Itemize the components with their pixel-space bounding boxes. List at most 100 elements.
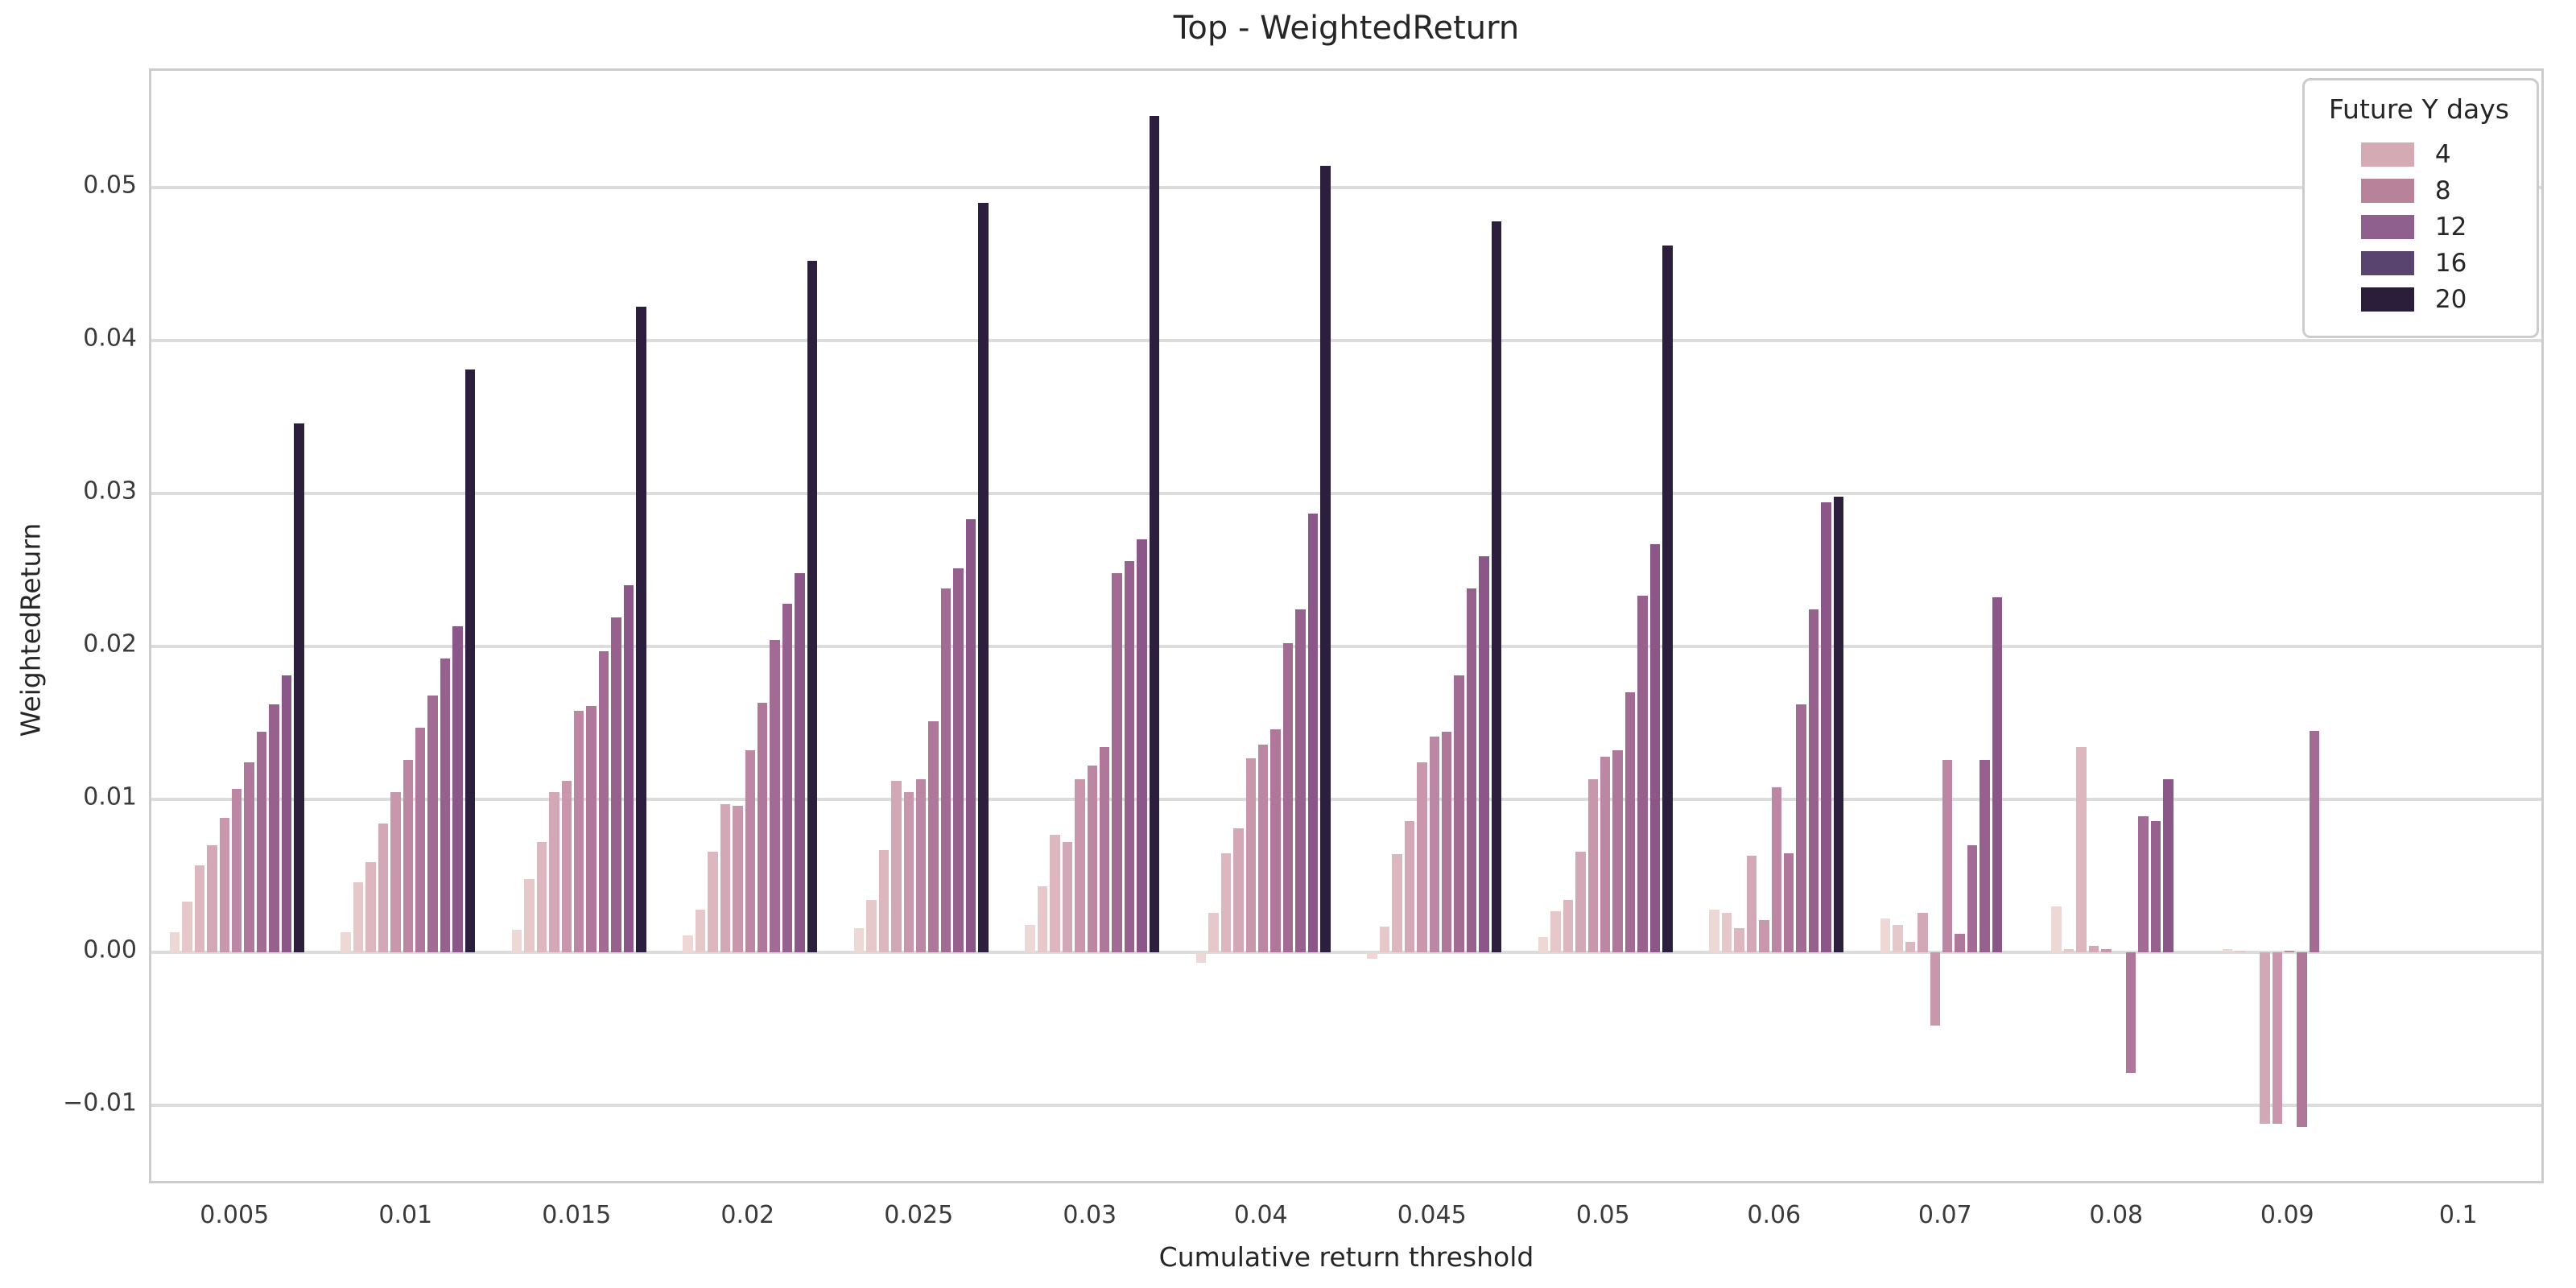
bar — [1550, 910, 1561, 952]
y-tick-label: 0.05 — [83, 171, 137, 200]
bar — [978, 203, 989, 952]
bar — [1637, 596, 1648, 952]
bar — [1759, 920, 1769, 952]
bar — [1967, 845, 1978, 952]
bar — [1258, 744, 1269, 952]
bar — [536, 842, 547, 952]
legend-swatch — [2360, 251, 2414, 275]
bar — [720, 803, 731, 952]
x-tick-label: 0.03 — [1063, 1201, 1117, 1229]
bar — [1833, 496, 1844, 952]
x-tick-label: 0.07 — [1918, 1201, 1972, 1229]
bar — [1099, 747, 1110, 952]
x-tick-label: 0.05 — [1575, 1201, 1630, 1229]
bar — [574, 710, 584, 952]
legend-item-label: 16 — [2434, 249, 2467, 278]
bar — [390, 791, 401, 952]
bar — [1195, 952, 1207, 964]
bar — [341, 932, 351, 952]
bar — [464, 369, 476, 952]
y-tick-label: 0.04 — [83, 324, 137, 353]
bar — [1295, 609, 1306, 952]
gridline — [151, 951, 2541, 954]
bar — [194, 865, 205, 952]
bar — [402, 759, 413, 952]
bar — [1734, 927, 1744, 952]
bar — [1454, 675, 1464, 952]
bar — [1124, 560, 1135, 952]
bar — [2309, 730, 2320, 952]
bar — [853, 927, 865, 952]
bar — [1037, 886, 1048, 952]
bar — [1808, 609, 1819, 952]
y-tick-label: 0.02 — [83, 630, 137, 658]
bar — [1208, 912, 1219, 952]
x-tick-label: 0.08 — [2089, 1201, 2144, 1229]
bar — [770, 640, 780, 952]
x-tick-label: 0.09 — [2260, 1201, 2314, 1229]
bar — [1379, 926, 1390, 952]
x-tick-label: 0.1 — [2438, 1201, 2478, 1229]
bar — [1404, 820, 1415, 952]
bar — [807, 261, 818, 952]
bar — [1624, 692, 1636, 952]
bar — [1563, 900, 1574, 952]
legend-swatch — [2360, 142, 2414, 167]
bar — [1149, 115, 1160, 952]
legend-item-label: 20 — [2434, 285, 2467, 314]
legend-item: 16 — [2360, 249, 2514, 278]
legend-item-label: 4 — [2434, 140, 2451, 169]
bar — [586, 706, 597, 952]
bar — [940, 588, 952, 952]
bar — [1270, 729, 1281, 952]
bar — [916, 779, 927, 952]
y-tick-label: 0.01 — [83, 782, 137, 811]
bar — [1245, 758, 1257, 952]
bar — [1062, 842, 1073, 952]
bar — [2297, 952, 2307, 1127]
bar — [2235, 951, 2245, 952]
legend-item-label: 8 — [2434, 176, 2451, 205]
bar — [1942, 759, 1953, 952]
legend-swatch — [2360, 287, 2414, 312]
legend-swatch — [2360, 215, 2414, 239]
bar — [1479, 555, 1489, 952]
x-tick-label: 0.045 — [1397, 1201, 1467, 1229]
bar — [2260, 952, 2270, 1124]
bar — [1662, 246, 1673, 952]
bar — [1796, 704, 1806, 952]
bar — [1612, 750, 1623, 952]
bar — [965, 519, 976, 952]
bar — [878, 849, 890, 952]
bar — [219, 817, 230, 952]
legend-title: Future Y days — [2328, 93, 2509, 125]
bar — [1880, 919, 1891, 952]
bar — [1466, 588, 1477, 952]
bar — [440, 658, 451, 952]
bar — [207, 845, 217, 952]
bar — [1893, 924, 1903, 952]
bar — [1025, 924, 1035, 952]
bar — [1320, 166, 1331, 952]
bar — [2285, 951, 2295, 952]
gridline — [151, 492, 2541, 495]
bar — [281, 675, 292, 952]
bar — [1075, 779, 1085, 952]
bar — [2101, 949, 2112, 952]
bar — [549, 791, 559, 952]
bar — [524, 878, 535, 952]
bar — [891, 781, 902, 952]
bar — [2088, 946, 2099, 952]
bar — [866, 900, 877, 952]
bar — [244, 762, 254, 952]
bar — [733, 805, 743, 952]
gridline — [151, 645, 2541, 648]
bar — [511, 929, 522, 952]
bar — [1955, 934, 1965, 952]
gridline — [151, 339, 2541, 342]
bar — [795, 572, 805, 952]
x-tick-label: 0.04 — [1233, 1201, 1288, 1229]
bar — [2051, 906, 2062, 952]
bar — [928, 721, 939, 952]
